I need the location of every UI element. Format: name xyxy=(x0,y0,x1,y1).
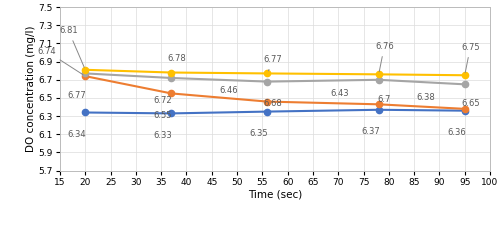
Text: 6.55: 6.55 xyxy=(154,111,172,120)
Line: 3 Ø 5 mm test 2: 3 Ø 5 mm test 2 xyxy=(82,73,468,112)
8 Ø 3 mm test 2 xyxy=(264,72,270,75)
3 Ø 5 mm Test 1 xyxy=(462,109,468,112)
Text: 6.33: 6.33 xyxy=(154,131,172,140)
Text: 6.74: 6.74 xyxy=(37,47,83,75)
Text: 6.43: 6.43 xyxy=(330,89,349,98)
8 Ø 3 mm test 2 xyxy=(462,74,468,77)
Text: 6.36: 6.36 xyxy=(447,128,466,137)
8 Ø 3 mm test 2 xyxy=(168,71,174,74)
Text: 6.38: 6.38 xyxy=(416,93,435,102)
Text: 6.34: 6.34 xyxy=(68,130,86,139)
Text: 6.35: 6.35 xyxy=(250,129,268,138)
3 Ø 5 mm test 2 xyxy=(376,103,382,106)
3 Ø 5 mm test 2 xyxy=(82,75,88,77)
Line: 3 Ø 5 mm Test 1: 3 Ø 5 mm Test 1 xyxy=(82,107,468,117)
8 Ø 3 mm test 1 xyxy=(462,83,468,86)
3 Ø 5 mm Test 1 xyxy=(264,110,270,113)
Text: 6.76: 6.76 xyxy=(375,42,394,72)
Text: 6.81: 6.81 xyxy=(60,26,84,67)
3 Ø 5 mm test 2 xyxy=(462,107,468,110)
3 Ø 5 mm Test 1 xyxy=(168,112,174,115)
8 Ø 3 mm test 1 xyxy=(82,72,88,75)
Text: 6.77: 6.77 xyxy=(264,55,282,71)
3 Ø 5 mm test 2 xyxy=(168,92,174,95)
Y-axis label: DO concentration (mg/l): DO concentration (mg/l) xyxy=(26,26,36,152)
3 Ø 5 mm test 2 xyxy=(264,100,270,103)
8 Ø 3 mm test 1 xyxy=(376,78,382,81)
Text: 6.75: 6.75 xyxy=(461,43,479,73)
Text: 6.78: 6.78 xyxy=(168,54,186,63)
Text: 6.7: 6.7 xyxy=(378,95,391,104)
8 Ø 3 mm test 2 xyxy=(376,73,382,76)
Text: 6.65: 6.65 xyxy=(461,99,479,108)
Line: 8 Ø 3 mm test 1: 8 Ø 3 mm test 1 xyxy=(82,70,468,87)
3 Ø 5 mm Test 1 xyxy=(82,111,88,114)
3 Ø 5 mm Test 1 xyxy=(376,108,382,111)
8 Ø 3 mm test 1 xyxy=(168,77,174,79)
8 Ø 3 mm test 1 xyxy=(264,80,270,83)
Text: 6.77: 6.77 xyxy=(68,91,86,100)
X-axis label: Time (sec): Time (sec) xyxy=(248,189,302,199)
Text: 6.46: 6.46 xyxy=(219,86,238,95)
Text: 6.68: 6.68 xyxy=(264,99,282,108)
Text: 6.37: 6.37 xyxy=(361,128,380,137)
Line: 8 Ø 3 mm test 2: 8 Ø 3 mm test 2 xyxy=(82,67,468,78)
Text: 6.72: 6.72 xyxy=(154,96,172,105)
8 Ø 3 mm test 2 xyxy=(82,68,88,71)
